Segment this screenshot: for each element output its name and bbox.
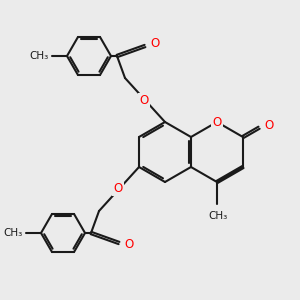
Text: CH₃: CH₃: [208, 211, 228, 220]
Text: O: O: [124, 238, 134, 251]
Text: O: O: [140, 94, 148, 106]
Text: O: O: [150, 38, 160, 50]
Text: CH₃: CH₃: [29, 51, 49, 61]
Text: O: O: [264, 119, 274, 132]
Text: O: O: [212, 116, 222, 128]
Text: CH₃: CH₃: [3, 228, 22, 238]
Text: O: O: [113, 182, 123, 196]
